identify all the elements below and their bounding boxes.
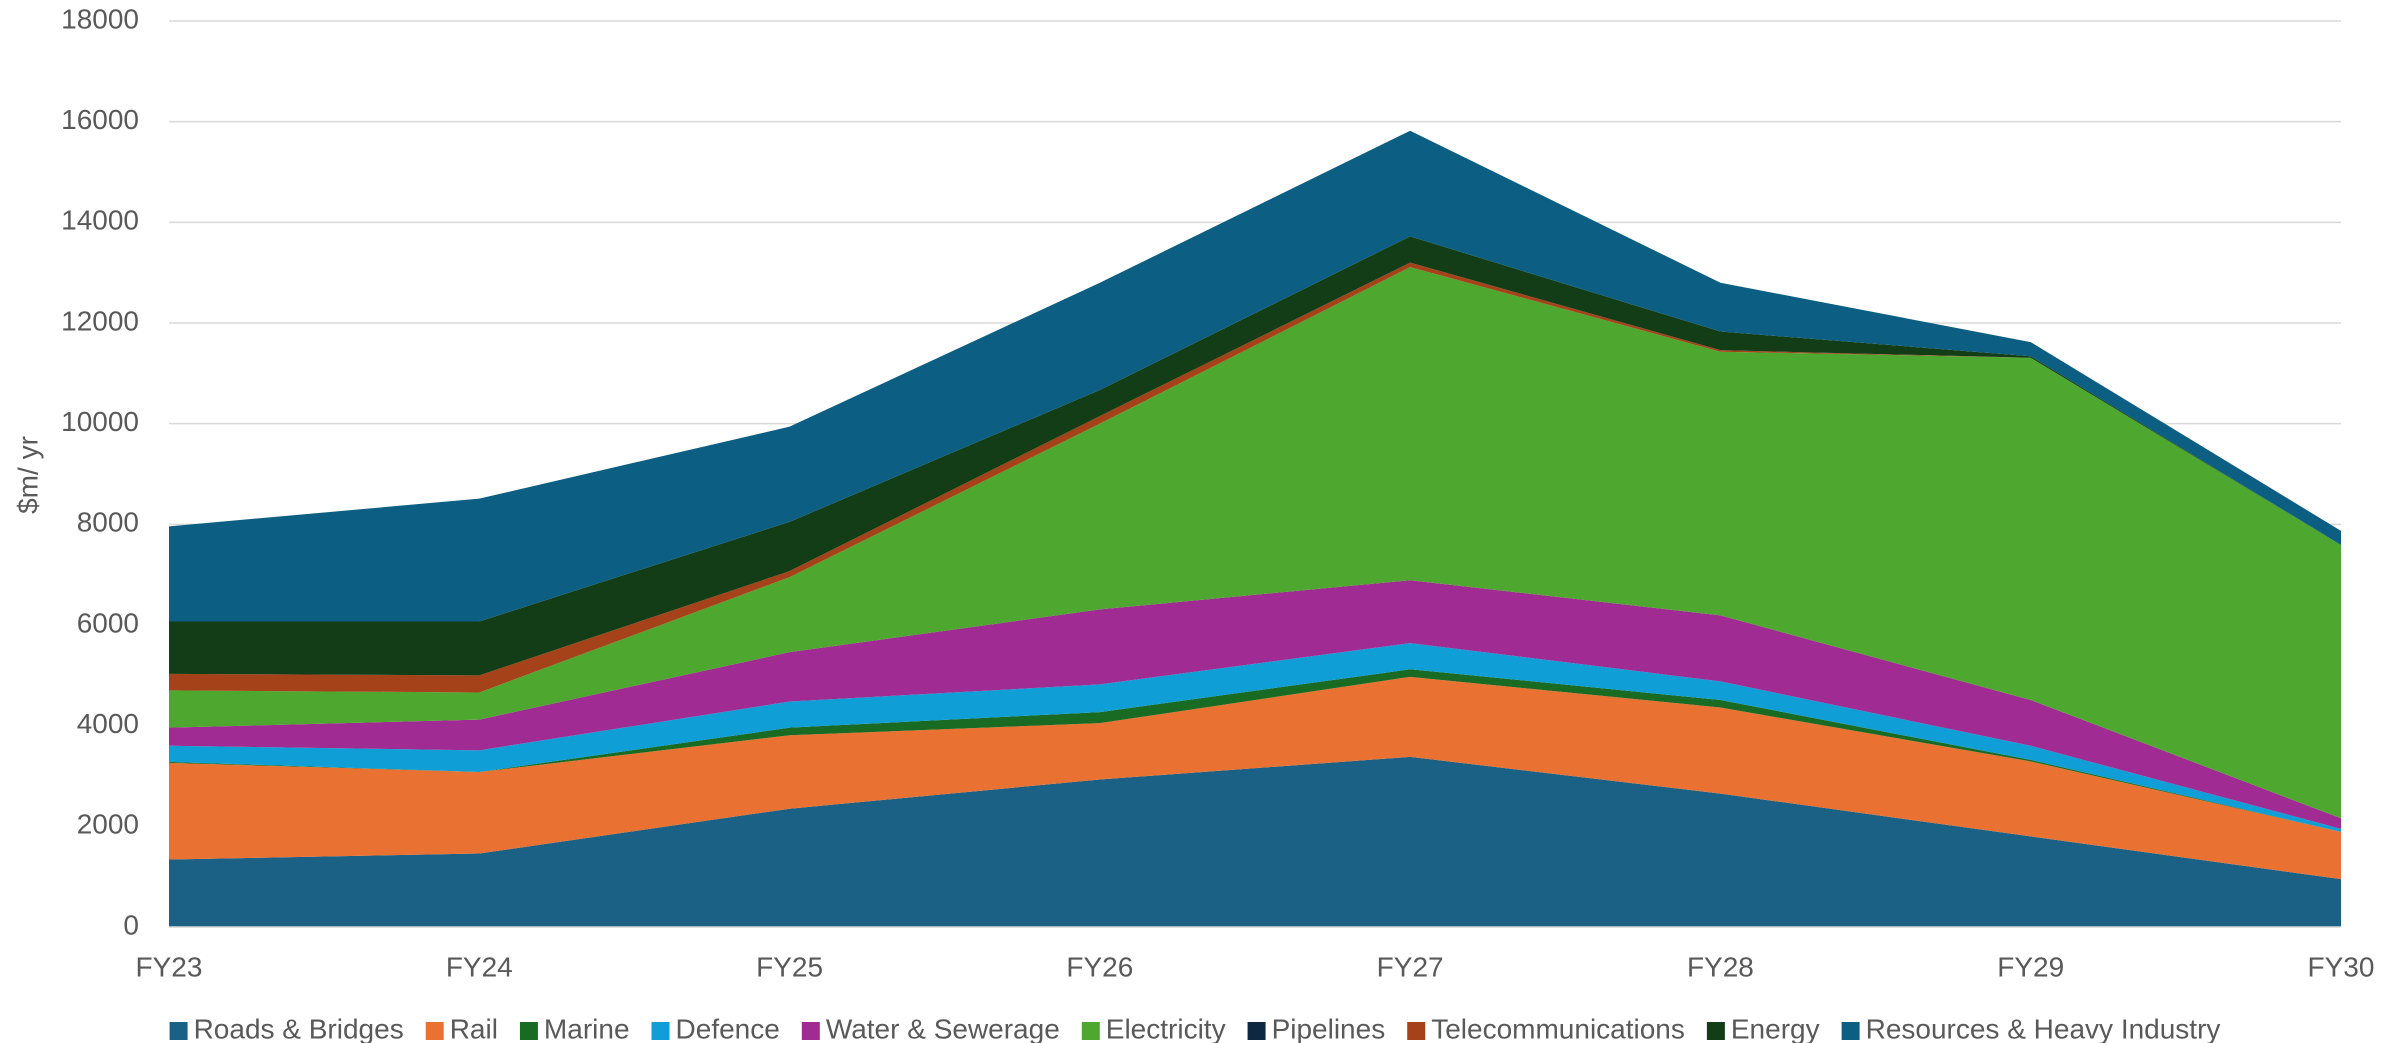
y-tick-label: 12000	[61, 305, 139, 336]
legend-swatch	[801, 1022, 820, 1040]
area	[169, 643, 2341, 832]
area	[169, 267, 2341, 819]
legend-swatch	[651, 1022, 670, 1040]
legend-label: Water & Sewerage	[826, 1013, 1060, 1043]
legend-swatch	[1407, 1022, 1426, 1040]
legend: Roads & Bridges Rail Marine Defence Water & …	[169, 1013, 2221, 1043]
y-tick-label: 2000	[77, 809, 139, 840]
x-tick-label: FY29	[1997, 951, 2064, 982]
x-tick-label: FY24	[446, 951, 513, 982]
legend-swatch	[1841, 1022, 1860, 1040]
legend-swatch	[1247, 1022, 1266, 1040]
y-tick-label: 8000	[77, 507, 139, 538]
y-tick-label: 0	[123, 909, 139, 940]
legend-label: Roads & Bridges	[194, 1013, 404, 1043]
legend-label: Marine	[544, 1013, 630, 1043]
y-axis-label: $m/ yr	[12, 436, 43, 514]
legend-label: Defence	[676, 1013, 780, 1043]
legend-label: Telecommunications	[1431, 1013, 1685, 1043]
legend-swatch	[1081, 1022, 1100, 1040]
x-tick-label: FY26	[1066, 951, 1133, 982]
area	[169, 236, 2341, 676]
area	[169, 130, 2341, 622]
y-tick-label: 16000	[61, 104, 139, 135]
x-tick-label: FY28	[1687, 951, 1754, 982]
x-tick-label: FY27	[1377, 951, 1444, 982]
legend-swatch	[425, 1022, 444, 1040]
x-tick-label: FY23	[136, 951, 203, 982]
area	[169, 756, 2341, 927]
legend-label: Pipelines	[1272, 1013, 1386, 1043]
legend-swatch	[519, 1022, 538, 1040]
y-tick-label: 4000	[77, 708, 139, 739]
legend-label: Rail	[450, 1013, 498, 1043]
legend-swatch	[1706, 1022, 1725, 1040]
x-tick-label: FY30	[2308, 951, 2375, 982]
area	[169, 580, 2341, 829]
y-tick-label: 18000	[61, 3, 139, 34]
legend-label: Electricity	[1106, 1013, 1226, 1043]
y-tick-label: 14000	[61, 205, 139, 236]
legend-swatch	[169, 1022, 188, 1040]
y-tick-label: 10000	[61, 406, 139, 437]
x-tick-label: FY25	[756, 951, 823, 982]
legend-label: Energy	[1731, 1013, 1820, 1043]
area	[169, 676, 2341, 880]
y-tick-label: 6000	[77, 607, 139, 638]
legend-label: Resources & Heavy Industry	[1866, 1013, 2221, 1043]
